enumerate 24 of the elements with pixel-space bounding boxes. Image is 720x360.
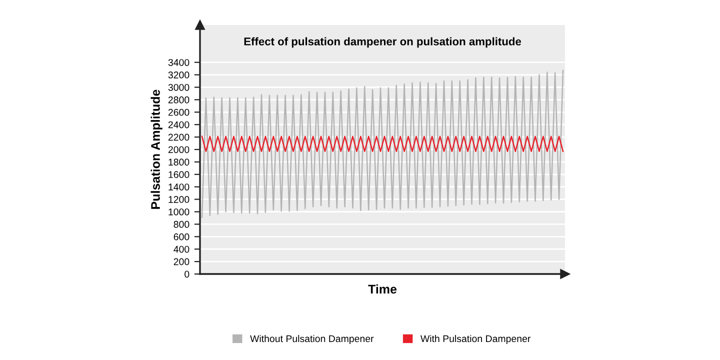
y-tick-label: 400 <box>174 246 190 253</box>
legend-label: Without Pulsation Dampener <box>250 334 374 344</box>
y-tick-label: 600 <box>174 233 190 240</box>
y-tick-label: 2800 <box>168 96 190 104</box>
y-tick-label: 1800 <box>168 158 190 166</box>
y-tick-label: 2400 <box>168 121 190 128</box>
y-tick-label: 3000 <box>168 84 190 91</box>
y-tick-label: 3200 <box>168 72 190 78</box>
y-tick-label: 2200 <box>168 134 190 141</box>
legend-label: With Pulsation Dampener <box>420 334 531 344</box>
y-tick-label: 2600 <box>168 108 190 116</box>
y-tick-label: 1400 <box>168 184 190 190</box>
y-tick-label: 3400 <box>168 59 190 66</box>
x-axis-title: Time <box>368 284 397 294</box>
y-tick-label: 1600 <box>168 171 190 178</box>
y-tick-label: 200 <box>174 258 190 266</box>
text: Effect of pulsation dampener on pulsation amplitude <box>244 37 522 48</box>
y-tick-label: 1000 <box>168 208 190 216</box>
line-series <box>201 70 564 218</box>
y-axis-title: Pulsation Amplitude <box>150 90 162 209</box>
y-tick-label: 1200 <box>168 196 190 203</box>
y-tick-label: 0 <box>184 270 190 278</box>
y-tick-label: 800 <box>174 220 190 228</box>
y-tick-label: 2000 <box>168 146 190 154</box>
